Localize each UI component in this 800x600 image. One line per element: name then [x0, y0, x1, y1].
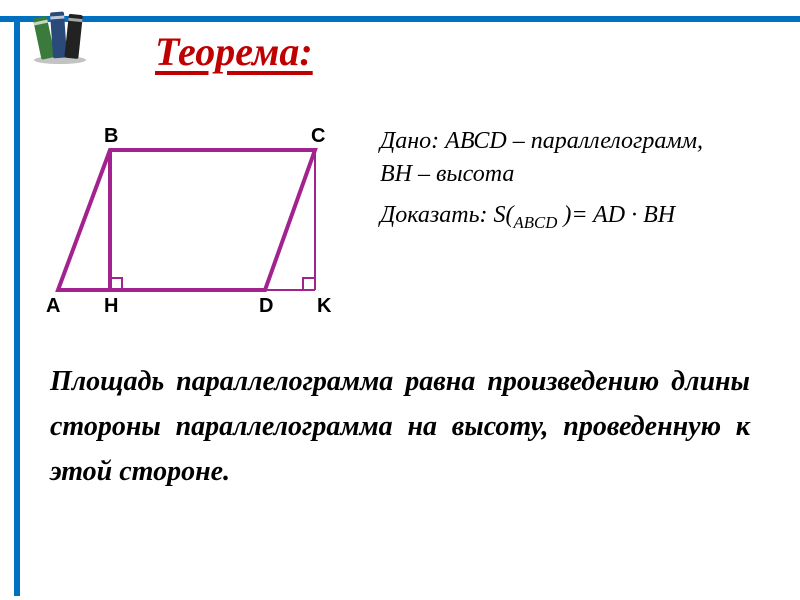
- svg-text:K: K: [317, 295, 332, 317]
- svg-text:D: D: [259, 295, 273, 317]
- frame-top: [0, 16, 800, 22]
- svg-text:C: C: [311, 125, 325, 147]
- given-block: Дано: АВСD – параллелограмм, ВН – высота…: [380, 128, 780, 233]
- frame-left: [14, 16, 20, 596]
- svg-text:H: H: [104, 295, 118, 317]
- theorem-statement: Площадь параллелограмма равна произведен…: [50, 360, 750, 494]
- given-line-2: ВН – высота: [380, 161, 780, 188]
- svg-text:B: B: [104, 125, 118, 147]
- books-icon: [28, 2, 92, 66]
- page-title: Теорема:: [155, 28, 313, 75]
- prove-subscript: ABCD: [514, 213, 558, 232]
- given-line-1: Дано: АВСD – параллелограмм,: [380, 128, 780, 155]
- prove-suffix: )= AD · BH: [557, 202, 675, 228]
- prove-line: Доказать: S(ABCD )= AD · BH: [380, 202, 780, 233]
- prove-prefix: Доказать: S(: [380, 202, 514, 228]
- parallelogram-diagram: A B C D H K: [40, 120, 370, 320]
- svg-text:A: A: [46, 295, 60, 317]
